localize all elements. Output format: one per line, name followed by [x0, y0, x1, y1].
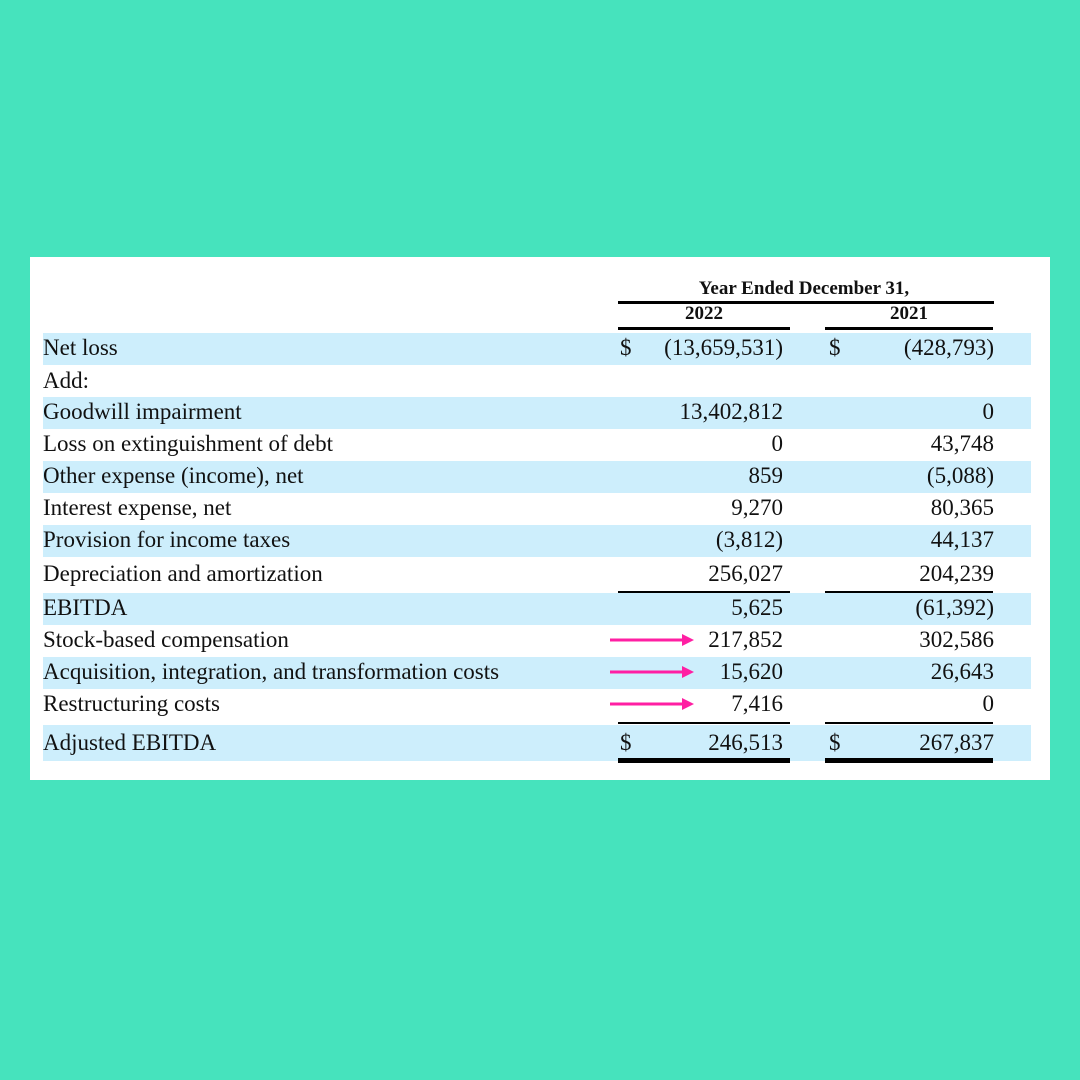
value-2022: 256,027	[708, 561, 783, 586]
value-2021: 0	[982, 691, 995, 716]
value-2022: 246,513	[708, 730, 783, 755]
table-row: Net loss $ (13,659,531) $ (428,793)	[43, 333, 1031, 365]
period-header: Year Ended December 31,	[698, 278, 910, 299]
financial-table-card: Year Ended December 31, 2022 2021 Net lo…	[30, 257, 1050, 780]
value-2021: 0	[982, 399, 995, 424]
row-label: Interest expense, net	[43, 495, 232, 520]
value-2022: 859	[748, 463, 784, 488]
value-2021: (5,088)	[926, 463, 994, 488]
table-row: Goodwill impairment 13,402,812 0	[43, 397, 1031, 429]
total-rule-2022	[618, 722, 790, 724]
table-row: Interest expense, net 9,270 80,365	[43, 493, 1031, 525]
arrow-right-icon	[610, 666, 694, 678]
table-row: Other expense (income), net 859 (5,088)	[43, 461, 1031, 493]
arrow-right-icon	[610, 634, 694, 646]
row-label: Add:	[43, 368, 89, 393]
year-2021-rule	[825, 327, 993, 330]
value-2021: (428,793)	[903, 335, 994, 360]
row-label: Goodwill impairment	[43, 399, 242, 424]
row-label: Net loss	[43, 335, 118, 360]
subtotal-rule-2022	[618, 591, 790, 593]
value-2021: 302,586	[919, 627, 994, 652]
double-underline-2021	[825, 758, 993, 763]
row-label: Provision for income taxes	[43, 527, 291, 552]
value-2021: 267,837	[919, 730, 994, 755]
value-2022: 217,852	[708, 627, 783, 652]
table-row: Restructuring costs 7,416 0	[43, 689, 1031, 721]
table-row: Provision for income taxes (3,812) 44,13…	[43, 525, 1031, 557]
row-label: Adjusted EBITDA	[43, 730, 217, 755]
currency-symbol: $	[829, 335, 841, 360]
value-2022: (3,812)	[715, 527, 783, 552]
value-2022: 0	[771, 431, 784, 456]
currency-symbol: $	[620, 730, 632, 755]
value-2021: 204,239	[919, 561, 994, 586]
currency-symbol: $	[829, 730, 841, 755]
value-2022: 15,620	[719, 659, 783, 684]
value-2021: 43,748	[930, 431, 994, 456]
value-2022: (13,659,531)	[664, 335, 783, 360]
value-2021: 26,643	[930, 659, 994, 684]
row-label: EBITDA	[43, 595, 128, 620]
subtotal-rule-2021	[825, 591, 993, 593]
double-underline-2022	[618, 758, 790, 763]
value-2022: 13,402,812	[679, 399, 784, 424]
row-label: Loss on extinguishment of debt	[43, 431, 334, 456]
currency-symbol: $	[620, 335, 632, 360]
total-rule-2021	[825, 722, 993, 724]
row-label: Other expense (income), net	[43, 463, 304, 488]
value-2021: 80,365	[930, 495, 994, 520]
year-2022-rule	[618, 327, 790, 330]
value-2021: (61,392)	[915, 595, 994, 620]
row-label: Acquisition, integration, and transforma…	[43, 659, 500, 684]
value-2021: 44,137	[930, 527, 994, 552]
table-row: Loss on extinguishment of debt 0 43,748	[43, 429, 1031, 461]
value-2022: 5,625	[731, 595, 783, 620]
arrow-right-icon	[610, 698, 694, 710]
row-label: Restructuring costs	[43, 691, 220, 716]
table-row: Depreciation and amortization 256,027 20…	[43, 559, 1031, 591]
table-row: Adjusted EBITDA $ 246,513 $ 267,837	[43, 725, 1031, 761]
table-row: EBITDA 5,625 (61,392)	[43, 593, 1031, 625]
year-2021-header: 2021	[890, 303, 928, 324]
value-2022: 9,270	[731, 495, 783, 520]
year-2022-header: 2022	[685, 303, 723, 324]
table-row: Stock-based compensation 217,852 302,586	[43, 625, 1031, 657]
table-row: Add:	[43, 366, 1031, 396]
row-label: Depreciation and amortization	[43, 561, 323, 586]
table-row: Acquisition, integration, and transforma…	[43, 657, 1031, 689]
period-header-rule	[618, 301, 994, 304]
row-label: Stock-based compensation	[43, 627, 289, 652]
value-2022: 7,416	[731, 691, 783, 716]
